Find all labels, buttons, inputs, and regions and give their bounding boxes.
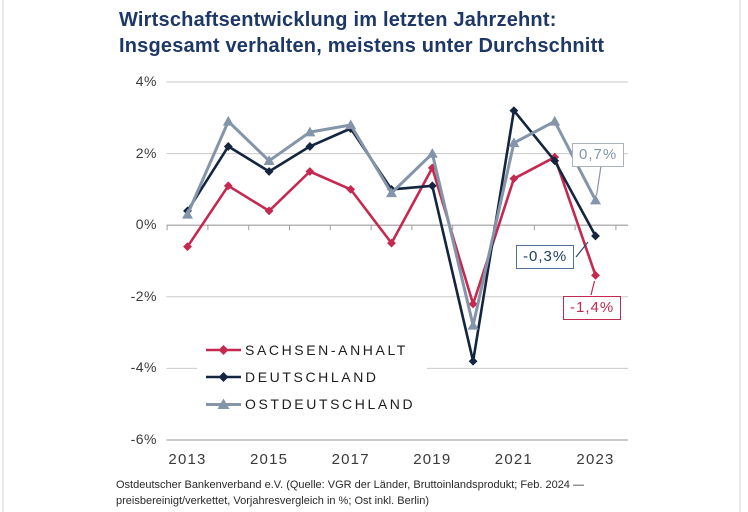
chart-title: Wirtschaftsentwicklung im letzten Jahrze…: [119, 7, 604, 59]
data-point-ostdeutschland-2021: [508, 137, 520, 148]
data-point-ostdeutschland-2018: [386, 187, 397, 198]
data-point-ostdeutschland-2015: [263, 155, 275, 165]
data-point-sachsen-anhalt-2017: [346, 185, 356, 194]
x-axis-label-2013: 2013: [168, 451, 207, 468]
annotation-leader-1: [575, 241, 589, 258]
data-point-sachsen-anhalt-2023: [591, 270, 600, 280]
x-axis-label-2023: 2023: [576, 451, 615, 468]
annotation-leader-2: [590, 280, 596, 296]
series-line-ostdeutschland: [186, 119, 597, 327]
ostdeutschland-line-marker-icon: [206, 398, 241, 409]
data-point-ostdeutschland-2019: [426, 148, 438, 158]
chart-title-line2: Insgesamt verhalten, meistens unter Durc…: [119, 35, 605, 57]
deutschland-line-marker-icon: [206, 371, 241, 382]
data-point-deutschland-2022: [550, 156, 560, 166]
page-right-border: [739, 0, 741, 512]
x-axis-label-2021: 2021: [494, 451, 533, 468]
series-line-sachsen-anhalt: [186, 155, 597, 306]
data-point-ostdeutschland-2014: [222, 115, 234, 126]
data-point-ostdeutschland-2013: [182, 208, 193, 219]
data-point-sachsen-anhalt-2021: [509, 174, 519, 184]
sachsen-anhalt-line-marker-icon: [206, 344, 241, 355]
source-note-line1: Ostdeutscher Bankenverband e.V. (Quelle:…: [116, 479, 584, 491]
data-label-sachsen-anhalt-2023: -1,4%: [563, 296, 622, 320]
data-point-deutschland-2015: [264, 167, 274, 176]
data-point-sachsen-anhalt-2016: [305, 167, 315, 176]
annotation-leader-0: [595, 165, 602, 196]
data-point-deutschland-2023: [591, 231, 600, 241]
data-point-ostdeutschland-2020: [467, 319, 479, 330]
data-point-deutschland-2021: [509, 106, 519, 116]
data-label-deutschland-2023: -0,3%: [516, 245, 575, 269]
y-axis-label-0%: 0%: [135, 216, 157, 233]
data-point-ostdeutschland-2016: [304, 126, 316, 137]
data-point-sachsen-anhalt-2013: [183, 242, 192, 252]
series-line-deutschland: [186, 109, 597, 363]
data-point-ostdeutschland-2023: [590, 194, 601, 205]
data-point-deutschland-2020: [468, 356, 478, 366]
x-axis-label-2019: 2019: [413, 451, 452, 468]
data-point-sachsen-anhalt-2020: [468, 299, 478, 309]
legend-item-deutschland: DEUTSCHLAND: [205, 363, 415, 390]
data-point-ostdeutschland-2022: [549, 115, 561, 126]
page-left-border: [2, 0, 4, 512]
data-point-sachsen-anhalt-2014: [223, 181, 233, 191]
y-axis-label--6%: -6%: [130, 431, 157, 447]
data-point-sachsen-anhalt-2018: [387, 238, 396, 248]
legend-label-deutschland: DEUTSCHLAND: [245, 368, 379, 385]
data-point-deutschland-2016: [305, 142, 315, 151]
source-note-line2: preisbereinigt/verkettet, Vorjahresvergl…: [116, 494, 430, 507]
chart-title-line1: Wirtschaftsentwicklung im letzten Jahrze…: [119, 9, 557, 31]
data-point-deutschland-2019: [427, 181, 437, 191]
legend-label-ostdeutschland: OSTDEUTSCHLAND: [245, 395, 416, 412]
y-axis-label-2%: 2%: [135, 144, 157, 161]
data-point-sachsen-anhalt-2015: [264, 206, 274, 216]
x-axis-label-2015: 2015: [250, 451, 289, 468]
data-label-ostdeutschland-2023: 0,7%: [572, 143, 625, 167]
chart-legend: SACHSEN-ANHALT DEUTSCHLAND OSTDEUTSCHLAN…: [197, 334, 428, 421]
legend-label-sachsen-anhalt: SACHSEN-ANHALT: [245, 341, 408, 358]
y-axis-label--4%: -4%: [130, 359, 157, 376]
y-axis-label-4%: 4%: [135, 73, 157, 89]
y-axis-label--2%: -2%: [130, 287, 157, 304]
x-axis-label-2017: 2017: [331, 451, 370, 468]
data-point-deutschland-2014: [223, 142, 233, 151]
legend-item-sachsen-anhalt: SACHSEN-ANHALT: [205, 336, 415, 363]
legend-item-ostdeutschland: OSTDEUTSCHLAND: [205, 390, 415, 417]
source-note: Ostdeutscher Bankenverband e.V. (Quelle:…: [116, 478, 584, 509]
data-point-ostdeutschland-2017: [345, 119, 357, 130]
